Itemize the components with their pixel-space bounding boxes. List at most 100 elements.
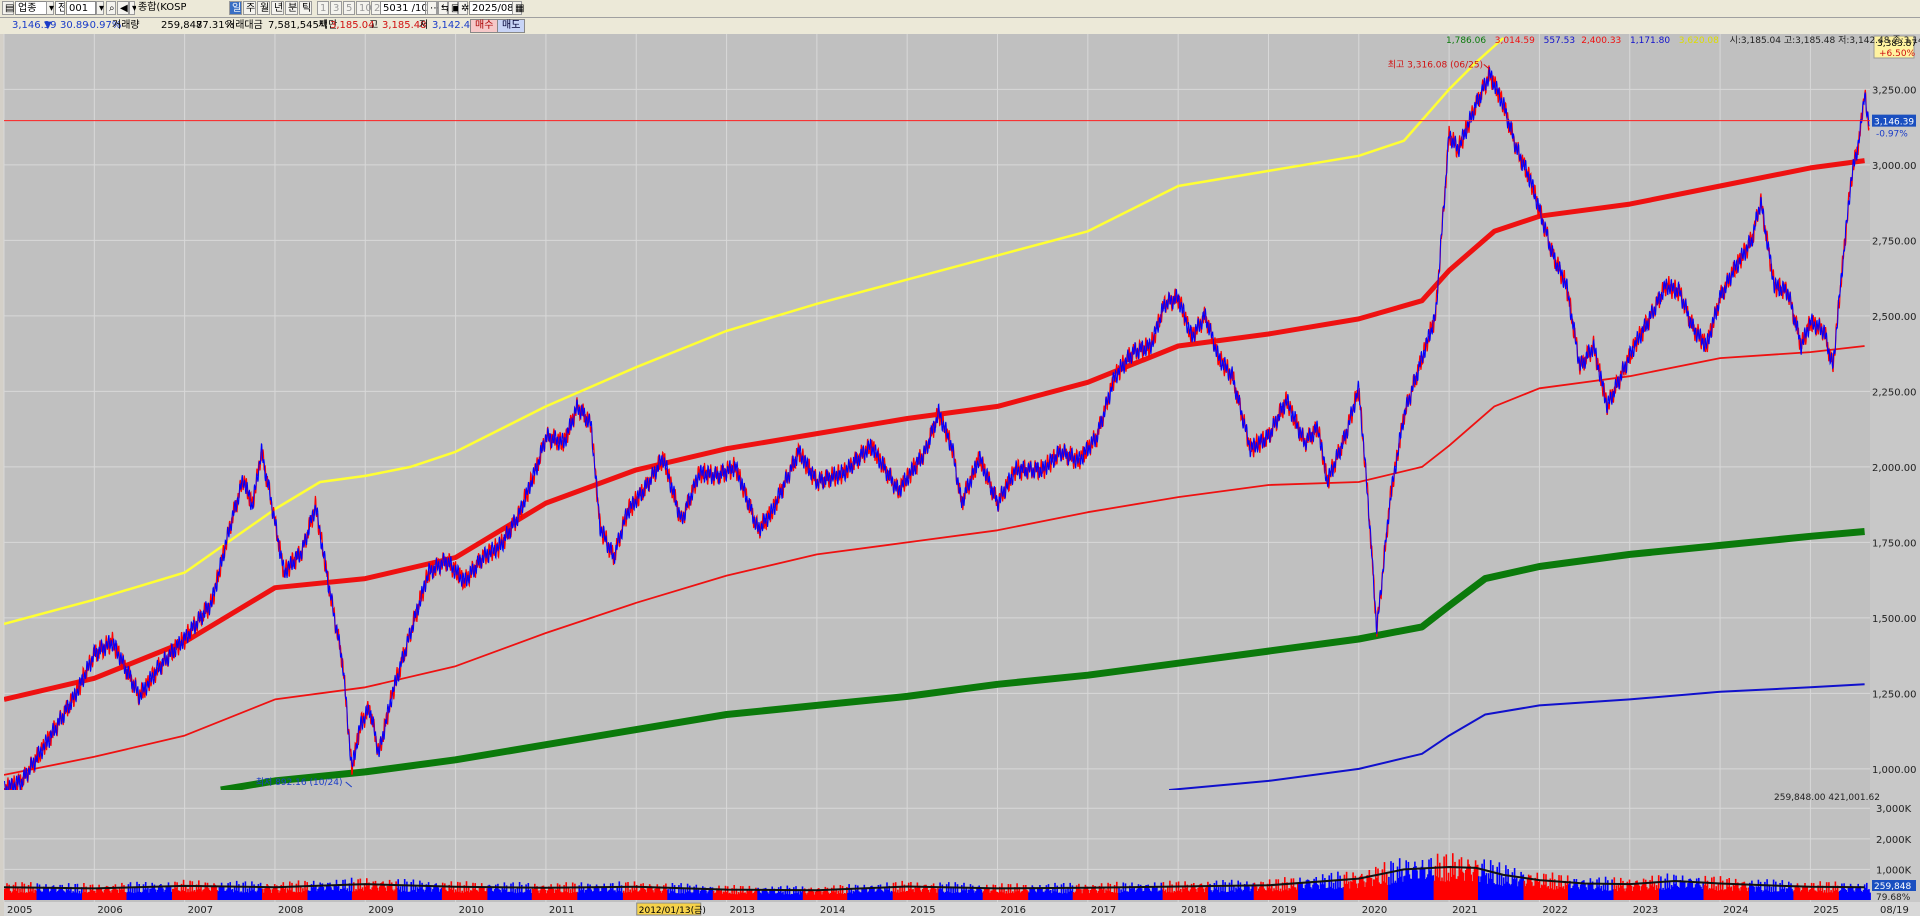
volume-bar <box>165 885 168 900</box>
buy-button[interactable]: 매수 <box>470 19 499 33</box>
volume-bar <box>1482 871 1484 900</box>
date-input[interactable]: 2025/08/19 <box>469 1 513 15</box>
volume-bar <box>24 893 27 900</box>
volume-bar <box>413 889 416 900</box>
type-select[interactable]: 전 <box>55 1 65 15</box>
speaker-icon[interactable]: ◀ <box>117 1 129 15</box>
code-dropdown-icon[interactable]: ▾ <box>96 1 104 15</box>
volume-bar <box>59 884 61 900</box>
volume-bar <box>57 891 59 900</box>
volume-bar <box>641 887 643 900</box>
volume-bar <box>652 890 654 900</box>
volume-bar <box>1139 884 1142 900</box>
volume-bar <box>848 884 850 900</box>
volume-bar <box>912 889 914 900</box>
volume-bar <box>134 888 136 900</box>
price-chart[interactable]: 3,250.003,000.002,750.002,500.002,250.00… <box>0 34 1920 916</box>
volume-bar <box>932 883 935 900</box>
annotation-layer: 3,146.39-0.97%3,383.87+6.50%259,84879.68… <box>4 35 1920 903</box>
volume-bar <box>226 889 228 900</box>
volume-bar <box>1333 889 1336 900</box>
volume-bar <box>1543 873 1545 900</box>
save-icon[interactable]: ▣ <box>448 1 460 15</box>
volume-bar <box>1786 888 1789 900</box>
volume-bar <box>1289 888 1291 900</box>
volume-bar <box>375 885 378 900</box>
sell-button[interactable]: 매도 <box>497 19 526 33</box>
volume-bar <box>1070 890 1073 900</box>
volume-bar <box>1173 890 1176 900</box>
volume-bar <box>746 889 748 900</box>
volume-bar <box>425 884 428 900</box>
volume-bar <box>694 889 696 900</box>
y-tick-label: 3,000.00 <box>1872 161 1917 172</box>
volume-bar <box>1236 889 1238 900</box>
volume-bar <box>1649 880 1651 900</box>
volume-bar <box>50 888 53 900</box>
volume-bar <box>185 885 187 900</box>
period-button[interactable]: 월 <box>257 1 270 15</box>
current-price: 3,146.39 <box>12 20 57 31</box>
interval-button[interactable]: 1 <box>317 1 329 15</box>
volume-bar <box>1237 880 1239 900</box>
period-button[interactable]: 일 <box>229 1 242 15</box>
volume-bar <box>617 890 619 900</box>
volume-bar <box>423 891 425 900</box>
volume-bar <box>1809 889 1812 900</box>
volume-bar <box>574 883 576 900</box>
volume-bar <box>1733 885 1736 900</box>
volume-bar <box>239 892 241 900</box>
chart-icon[interactable]: ▤ <box>2 1 14 15</box>
interval-button[interactable]: 3 <box>330 1 342 15</box>
volume-bar <box>1272 891 1274 900</box>
volume-bar <box>1406 870 1409 900</box>
volume-bar <box>1869 892 1871 900</box>
market-dropdown-icon[interactable]: ▾ <box>46 1 54 15</box>
volume-bar <box>558 884 561 900</box>
period-button[interactable]: 틱 <box>299 1 312 15</box>
volume-bar <box>1605 890 1608 900</box>
volume-bar <box>146 889 148 900</box>
volume-bar <box>1846 891 1849 900</box>
volume-bar <box>836 894 838 900</box>
market-select[interactable]: 업종 <box>15 1 47 15</box>
code-input[interactable]: 001 <box>66 1 96 15</box>
volume-bar <box>444 883 446 900</box>
volume-bar <box>575 892 577 900</box>
volume-bar <box>1157 891 1159 900</box>
interval-button[interactable]: 5 <box>343 1 355 15</box>
volume-bar <box>181 890 184 900</box>
period-button[interactable]: 년 <box>271 1 284 15</box>
volume-bar <box>660 892 663 900</box>
volume-bar <box>312 880 315 900</box>
scale-icon[interactable]: ⇆ <box>438 1 449 15</box>
volume-bar <box>1764 881 1766 900</box>
volume-bar <box>1252 883 1255 900</box>
options-icon[interactable]: ⋯ <box>427 1 440 15</box>
interval-button[interactable]: 10 <box>356 1 372 15</box>
volume-bar <box>38 884 41 900</box>
volume-bar <box>234 890 237 900</box>
volume-bar <box>33 892 35 900</box>
volume-bar <box>1387 884 1389 900</box>
volume-bar <box>793 887 795 900</box>
search-icon[interactable]: ⌕ <box>106 1 116 15</box>
volume-bar <box>1168 891 1170 900</box>
period-button[interactable]: 분 <box>285 1 298 15</box>
volume-bar <box>102 892 105 900</box>
volume-bar <box>519 891 522 900</box>
volume-bar <box>666 890 668 900</box>
volume-bar <box>1737 882 1739 900</box>
volume-bar <box>1712 888 1714 900</box>
x-tick-label: 2021 <box>1452 905 1477 916</box>
gear-icon[interactable]: ✲ <box>458 1 469 15</box>
volume-bar <box>1222 880 1224 900</box>
calendar-icon[interactable]: ▦ <box>512 1 524 15</box>
volume-bar <box>967 889 970 900</box>
speaker-dropdown-icon[interactable]: ▾ <box>129 1 137 15</box>
volume-bar <box>1012 891 1014 900</box>
volume-bar <box>406 881 408 900</box>
volume-bar <box>355 889 357 900</box>
period-button[interactable]: 주 <box>243 1 256 15</box>
volume-bar <box>1585 887 1587 900</box>
